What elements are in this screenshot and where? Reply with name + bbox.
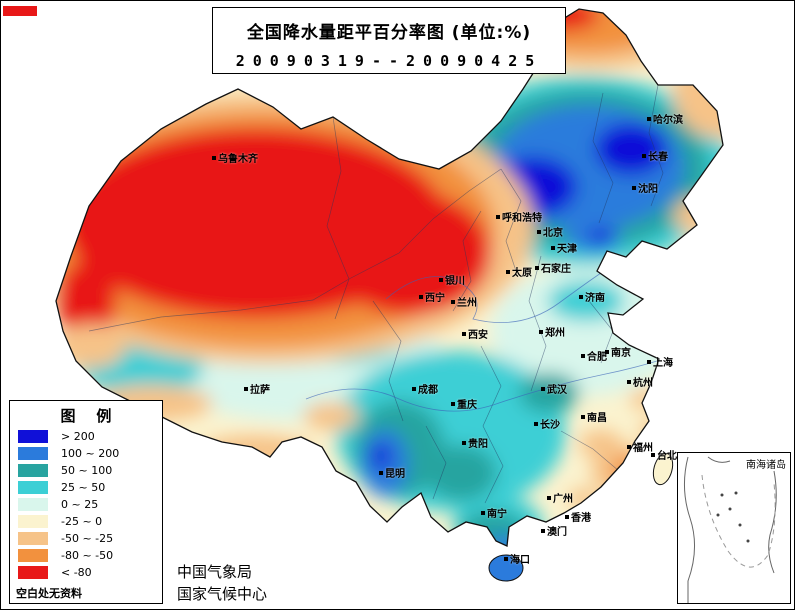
credit-center: 国家气候中心 [177, 585, 268, 603]
legend-item: > 200 [18, 429, 162, 444]
title-box: 全国降水量距平百分率图 (单位:%) 20090319--20090425 [212, 7, 566, 74]
corner-artifact [3, 6, 37, 16]
legend-item: 25 ~ 50 [18, 480, 162, 495]
legend-item-label: -80 ~ -50 [61, 549, 114, 562]
legend-swatch [18, 430, 48, 443]
map-date-range: 20090319--20090425 [235, 52, 543, 70]
legend-item: -50 ~ -25 [18, 531, 162, 546]
legend-item-label: 50 ~ 100 [61, 464, 113, 477]
legend-item: 100 ~ 200 [18, 446, 162, 461]
legend-items: > 200 100 ~ 200 50 ~ 100 25 ~ 50 0 ~ 25 … [10, 429, 162, 580]
legend-title: 图 例 [60, 407, 112, 425]
legend-item: -25 ~ 0 [18, 514, 162, 529]
china-outline [55, 8, 724, 547]
inset-label: 南海诸岛 [746, 460, 786, 471]
legend-item-label: 0 ~ 25 [61, 498, 99, 511]
legend-item-label: 100 ~ 200 [61, 447, 120, 460]
precipitation-field [56, 9, 723, 546]
legend-item: -80 ~ -50 [18, 548, 162, 563]
legend-swatch [18, 549, 48, 562]
legend-swatch [18, 447, 48, 460]
no-data-note: 空白处无资料 [16, 587, 82, 600]
legend-item-label: -50 ~ -25 [61, 532, 114, 545]
legend-swatch [18, 464, 48, 477]
rivers [305, 272, 658, 412]
legend-swatch [18, 498, 48, 511]
inset-map [684, 456, 777, 603]
legend-swatch [18, 481, 48, 494]
legend: 图 例 > 200 100 ~ 200 50 ~ 100 25 ~ 50 0 ~… [9, 400, 163, 604]
legend-swatch [18, 566, 48, 579]
credit-agency: 中国气象局 [177, 563, 253, 581]
province-boundaries [88, 84, 664, 504]
legend-swatch [18, 532, 48, 545]
legend-item: 50 ~ 100 [18, 463, 162, 478]
inset-south-china-sea: 南海诸岛 [677, 452, 791, 604]
legend-item-label: < -80 [61, 566, 92, 579]
map-title: 全国降水量距平百分率图 (单位:%) [246, 23, 532, 43]
hainan-island [488, 554, 524, 582]
credits: 中国气象局 国家气候中心 [177, 561, 267, 605]
legend-item-label: > 200 [61, 430, 95, 443]
legend-swatch [18, 515, 48, 528]
taiwan-island [652, 452, 674, 486]
legend-item-label: -25 ~ 0 [61, 515, 103, 528]
legend-item: < -80 [18, 565, 162, 580]
legend-item-label: 25 ~ 50 [61, 481, 106, 494]
legend-item: 0 ~ 25 [18, 497, 162, 512]
